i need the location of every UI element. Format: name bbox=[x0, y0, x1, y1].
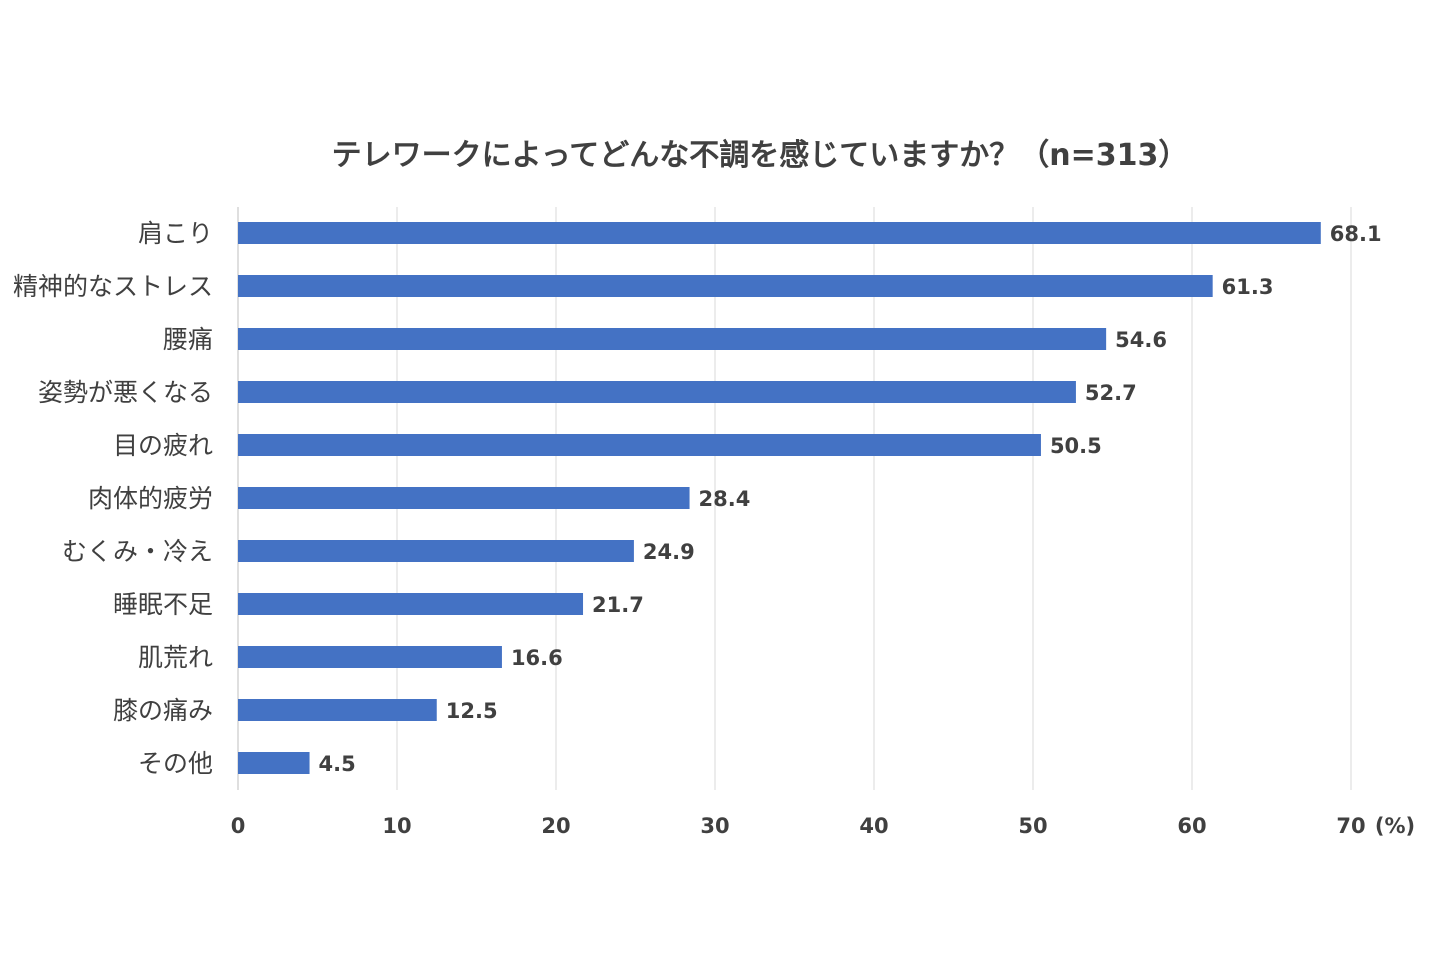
x-tick-label-70: 70 bbox=[1336, 814, 1365, 838]
bar-11 bbox=[238, 752, 310, 774]
x-tick-label-50: 50 bbox=[1018, 814, 1047, 838]
category-label-9: 肌荒れ bbox=[138, 643, 213, 672]
category-label-6: 肉体的疲労 bbox=[88, 484, 213, 513]
bar-5 bbox=[238, 434, 1041, 456]
bar-1 bbox=[238, 222, 1321, 244]
x-unit-label: (%) bbox=[1375, 814, 1415, 838]
x-tick-label-20: 20 bbox=[541, 814, 570, 838]
value-label-3: 54.6 bbox=[1115, 328, 1167, 352]
x-tick-label-10: 10 bbox=[382, 814, 411, 838]
category-label-2: 精神的なストレス bbox=[13, 272, 213, 301]
category-label-4: 姿勢が悪くなる bbox=[38, 378, 213, 407]
category-labels: 肩こり精神的なストレス腰痛姿勢が悪くなる目の疲れ肉体的疲労むくみ・冷え睡眠不足肌… bbox=[13, 219, 213, 778]
bar-10 bbox=[238, 699, 437, 721]
x-tick-label-60: 60 bbox=[1177, 814, 1206, 838]
value-label-7: 24.9 bbox=[643, 540, 695, 564]
value-label-8: 21.7 bbox=[592, 593, 644, 617]
category-label-7: むくみ・冷え bbox=[62, 537, 213, 566]
value-label-10: 12.5 bbox=[446, 699, 498, 723]
category-label-10: 膝の痛み bbox=[113, 696, 213, 725]
bar-3 bbox=[238, 328, 1107, 350]
chart-title: テレワークによってどんな不調を感じていますか？（n=313） bbox=[331, 138, 1189, 173]
x-tick-label-30: 30 bbox=[700, 814, 729, 838]
value-label-9: 16.6 bbox=[511, 646, 563, 670]
category-label-11: その他 bbox=[138, 749, 213, 778]
x-tick-labels: 0 10 20 30 40 50 60 70 (%) bbox=[231, 814, 1415, 838]
bar-9 bbox=[238, 646, 502, 668]
value-label-1: 68.1 bbox=[1330, 222, 1382, 246]
bar-6 bbox=[238, 487, 690, 509]
bar-2 bbox=[238, 275, 1213, 297]
x-tick-label-40: 40 bbox=[859, 814, 888, 838]
value-label-4: 52.7 bbox=[1085, 381, 1137, 405]
bar-4 bbox=[238, 381, 1076, 403]
category-label-5: 目の疲れ bbox=[113, 431, 213, 460]
bars bbox=[238, 222, 1321, 774]
bar-8 bbox=[238, 593, 584, 615]
category-label-8: 睡眠不足 bbox=[113, 590, 213, 619]
value-label-11: 4.5 bbox=[319, 752, 356, 776]
value-label-2: 61.3 bbox=[1222, 275, 1274, 299]
x-tick-label-0: 0 bbox=[231, 814, 246, 838]
value-labels: 68.1 61.3 54.6 52.7 50.5 28.4 24.9 21.7 16.6 12.5… bbox=[319, 222, 1382, 776]
bar-7 bbox=[238, 540, 634, 562]
category-label-3: 腰痛 bbox=[163, 325, 213, 354]
value-label-5: 50.5 bbox=[1050, 434, 1102, 458]
value-label-6: 28.4 bbox=[699, 487, 751, 511]
category-label-1: 肩こり bbox=[138, 219, 213, 248]
